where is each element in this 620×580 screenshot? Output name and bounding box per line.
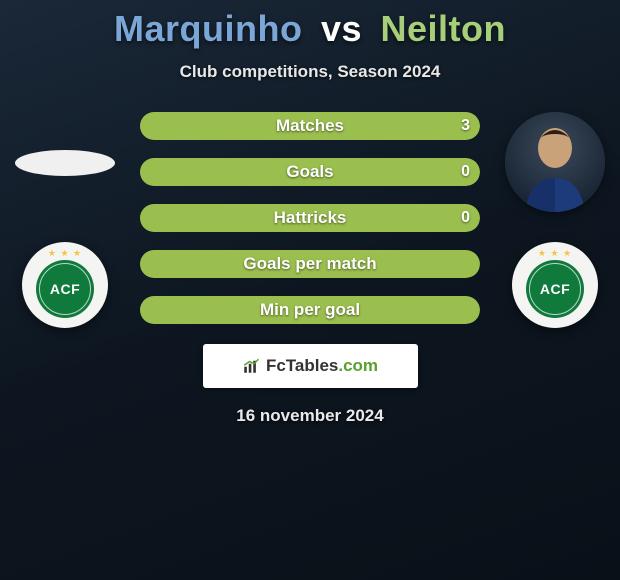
title-vs: vs [321,8,362,49]
stat-value-right: 0 [461,163,470,181]
club-badge-left: ★ ★ ★ ACF [22,242,108,328]
brand-box: FcTables.com [203,344,418,388]
comparison-stage: ★ ★ ★ ACF [0,112,620,426]
bar-track [140,250,480,278]
stat-row: Matches3 [140,112,480,140]
subtitle: Club competitions, Season 2024 [0,62,620,82]
player-photo-right [505,112,605,212]
stat-row: Hattricks0 [140,204,480,232]
bar-segment-right [140,204,480,232]
bar-segment-right [140,296,480,324]
date-line: 16 november 2024 [0,406,620,426]
stat-row: Goals0 [140,158,480,186]
title-player1: Marquinho [114,8,302,49]
left-column: ★ ★ ★ ACF [10,112,120,328]
brand-name: FcTables [266,356,338,375]
stat-value-right: 0 [461,209,470,227]
badge-stars-icon: ★ ★ ★ [538,248,572,259]
club-abbr-right: ACF [540,281,570,297]
stat-row: Goals per match [140,250,480,278]
bar-track [140,296,480,324]
avatar-icon [505,112,605,212]
club-badge-left-inner: ACF [36,260,94,318]
bar-track [140,112,480,140]
bar-segment-right [140,158,480,186]
stat-row: Min per goal [140,296,480,324]
player-placeholder-left [15,150,115,176]
club-badge-right-inner: ACF [526,260,584,318]
player-photo-left-slot [15,112,115,212]
club-badge-right: ★ ★ ★ ACF [512,242,598,328]
stat-bars: Matches3 Goals0 Hattricks0 Goals per match M… [140,112,480,324]
player-photo-right-slot [505,112,605,212]
club-abbr-left: ACF [50,281,80,297]
page-title: Marquinho vs Neilton [0,8,620,56]
bar-segment-right [140,112,480,140]
brand-text: FcTables.com [266,356,378,376]
brand-suffix: .com [338,356,378,375]
right-column: ★ ★ ★ ACF [500,112,610,328]
bar-segment-right [140,250,480,278]
stat-value-right: 3 [461,117,470,135]
comparison-card: Marquinho vs Neilton Club competitions, … [0,0,620,426]
title-player2: Neilton [381,8,507,49]
bar-track [140,158,480,186]
bar-track [140,204,480,232]
chart-icon [242,357,260,375]
badge-stars-icon: ★ ★ ★ [48,248,82,259]
